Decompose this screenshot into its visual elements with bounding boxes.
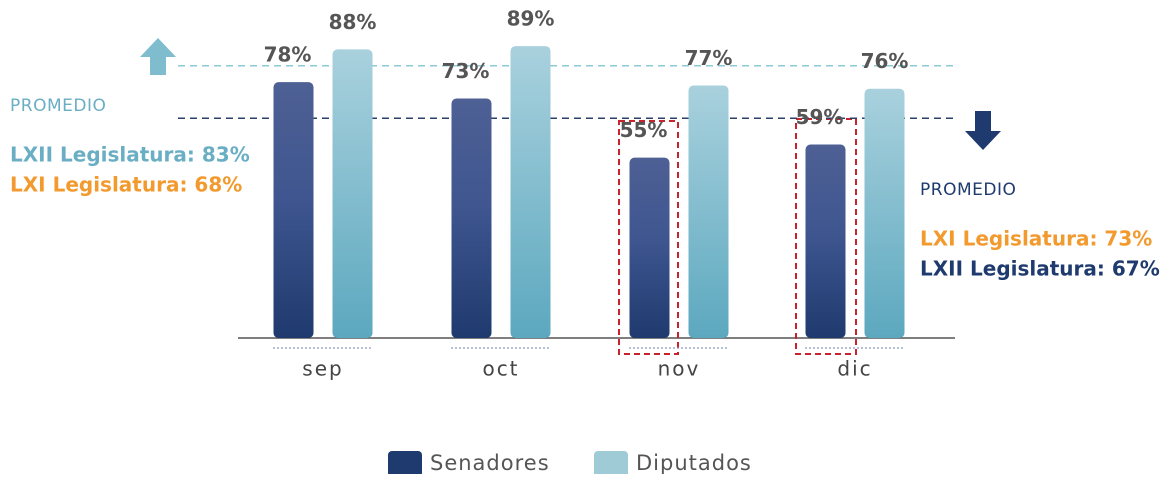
bar xyxy=(629,157,670,338)
bar xyxy=(451,98,492,338)
bar xyxy=(273,82,314,338)
left-annotation: LXII Legislatura: 83% xyxy=(10,143,250,167)
right-heading: PROMEDIO xyxy=(920,180,1016,200)
value-label: 88% xyxy=(329,10,377,34)
down-arrow xyxy=(965,111,1001,150)
bar xyxy=(864,88,905,338)
value-label: 78% xyxy=(264,43,312,67)
x-tick-label: dic xyxy=(837,357,872,381)
legend-label: Diputados xyxy=(636,451,752,474)
left-annotation: LXI Legislatura: 68% xyxy=(10,173,242,197)
right-annotation: LXII Legislatura: 67% xyxy=(920,257,1160,281)
value-label: 55% xyxy=(620,118,668,142)
x-tick-label: nov xyxy=(658,357,701,381)
value-label: 73% xyxy=(442,59,490,83)
up-arrow xyxy=(140,38,176,75)
left-heading: PROMEDIO xyxy=(10,96,106,116)
bar xyxy=(805,144,846,338)
legend-swatch xyxy=(388,451,422,477)
right-annotation: LXI Legislatura: 73% xyxy=(920,227,1152,251)
value-label: 89% xyxy=(507,7,555,31)
bar xyxy=(332,49,373,339)
value-label: 76% xyxy=(861,49,909,73)
bar xyxy=(510,46,551,339)
legend-label: Senadores xyxy=(430,451,550,474)
highlight-box xyxy=(618,120,679,355)
value-label: 59% xyxy=(796,105,844,129)
value-label: 77% xyxy=(685,46,733,70)
bar xyxy=(688,85,729,338)
x-tick-label: oct xyxy=(482,357,519,381)
highlight-box xyxy=(795,118,857,355)
legend-swatch xyxy=(594,451,628,477)
x-tick-label: sep xyxy=(302,357,343,381)
